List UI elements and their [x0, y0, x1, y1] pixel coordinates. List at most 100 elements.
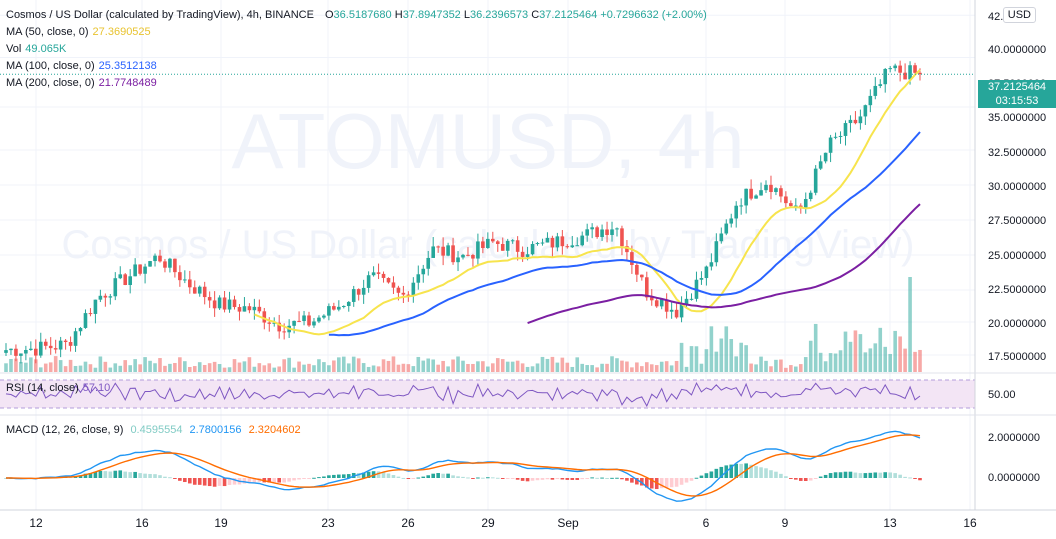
macd-histogram-bar	[202, 478, 207, 486]
macd-histogram-bar	[337, 474, 341, 478]
volume-bar	[232, 359, 237, 372]
volume-bar	[282, 359, 286, 372]
price-tick-label: 20.0000000	[988, 318, 1046, 330]
candle-body	[535, 243, 540, 245]
macd-histogram-bar	[838, 472, 843, 478]
candle-body	[421, 268, 426, 275]
macd-histogram-bar	[615, 477, 619, 479]
candle-body	[749, 188, 753, 199]
macd-histogram-bar	[287, 478, 291, 482]
macd-histogram-bar	[784, 476, 788, 478]
volume-bar	[267, 363, 272, 372]
candle-body	[426, 257, 431, 269]
legend-volume[interactable]: Vol 49.065K	[6, 42, 66, 56]
candle-body	[689, 298, 694, 300]
volume-bar	[456, 356, 460, 372]
candle-body	[873, 85, 878, 96]
volume-bar	[73, 365, 78, 372]
volume-bar	[863, 352, 868, 372]
volume-bar	[530, 366, 535, 372]
candle-body	[68, 342, 73, 346]
volume-bar	[769, 366, 773, 372]
rsi-tick-label: 50.00	[988, 389, 1016, 401]
volume-bar	[163, 365, 167, 372]
volume-bar	[19, 361, 23, 372]
legend-ma100[interactable]: MA (100, close, 0) 25.3512138	[6, 59, 157, 73]
candle-body	[803, 199, 808, 209]
candle-body	[848, 119, 853, 124]
macd-histogram-bar	[520, 478, 525, 481]
macd-histogram-bar	[640, 478, 644, 486]
macd-histogram-bar	[530, 478, 535, 481]
macd-histogram-bar	[212, 478, 217, 487]
macd-histogram-bar	[481, 477, 485, 479]
candle-body	[669, 309, 674, 312]
volume-bar	[714, 351, 719, 372]
volume-bar	[828, 353, 833, 372]
watermark: ATOMUSD, 4h Cosmos / US Dollar (calculat…	[62, 97, 915, 267]
candle-body	[784, 196, 788, 204]
volume-bar	[481, 361, 485, 372]
volume-bar	[550, 356, 555, 372]
candle-body	[14, 348, 18, 356]
macd-histogram-bar	[396, 476, 401, 478]
macd-histogram-bar	[883, 472, 888, 478]
candle-body	[625, 246, 629, 253]
volume-bar	[500, 359, 505, 372]
volume-bar	[754, 364, 758, 372]
candle-body	[138, 264, 142, 274]
macd-histogram-bar	[178, 478, 182, 481]
candle-body	[789, 203, 793, 207]
volume-bar	[138, 364, 142, 372]
candle-body	[486, 238, 490, 249]
macd-histogram-bar	[436, 473, 440, 478]
candle-body	[262, 311, 267, 323]
volume-bar	[202, 364, 207, 372]
volume-bar	[520, 363, 525, 372]
volume-bar	[585, 365, 589, 372]
volume-bar	[888, 353, 892, 372]
macd-histogram-bar	[421, 476, 426, 478]
volume-bar	[843, 331, 848, 372]
volume-bar	[694, 346, 699, 372]
volume-bar	[192, 366, 197, 372]
candle-body	[163, 261, 167, 268]
candle-body	[630, 252, 634, 265]
candle-body	[88, 313, 93, 315]
legend-rsi[interactable]: RSI (14, close) 57.10	[6, 381, 110, 395]
high-label: H	[394, 9, 403, 21]
macd-histogram-bar	[163, 476, 167, 478]
currency-button[interactable]: USD	[1002, 7, 1036, 23]
macd-histogram-bar	[918, 478, 922, 481]
ma100-value: 25.3512138	[98, 60, 157, 72]
macd-histogram-bar	[893, 473, 897, 478]
volume-bar	[391, 356, 396, 372]
macd-histogram-bar	[759, 467, 763, 478]
macd-histogram-bar	[908, 477, 912, 479]
symbol-legend[interactable]: Cosmos / US Dollar (calculated by Tradin…	[6, 8, 707, 22]
candle-body	[143, 266, 147, 274]
legend-macd[interactable]: MACD (12, 26, close, 9) 0.4595554 2.7800…	[6, 423, 301, 437]
volume-bar	[351, 356, 356, 372]
legend-ma200[interactable]: MA (200, close, 0) 21.7748489	[6, 76, 157, 90]
rsi-label: RSI (14, close)	[6, 382, 79, 394]
volume-bar	[545, 358, 550, 372]
volume-bar	[386, 360, 391, 372]
volume-bar	[744, 345, 748, 372]
volume-bar	[222, 367, 227, 372]
volume-bar	[4, 363, 8, 372]
macd-histogram-bar	[779, 473, 783, 478]
macd-histogram-bar	[545, 478, 550, 480]
legend-ma50[interactable]: MA (50, close, 0) 27.3690525	[6, 25, 151, 39]
volume-bar	[401, 363, 406, 372]
volume-bar	[535, 363, 540, 372]
candle-body	[173, 258, 177, 273]
macd-histogram-bar	[600, 477, 604, 479]
volume-bar	[918, 349, 922, 372]
candle-body	[878, 84, 883, 86]
volume-bar	[649, 364, 654, 372]
candle-body	[664, 299, 669, 312]
macd-histogram-bar	[153, 474, 157, 478]
candle-body	[29, 348, 33, 350]
